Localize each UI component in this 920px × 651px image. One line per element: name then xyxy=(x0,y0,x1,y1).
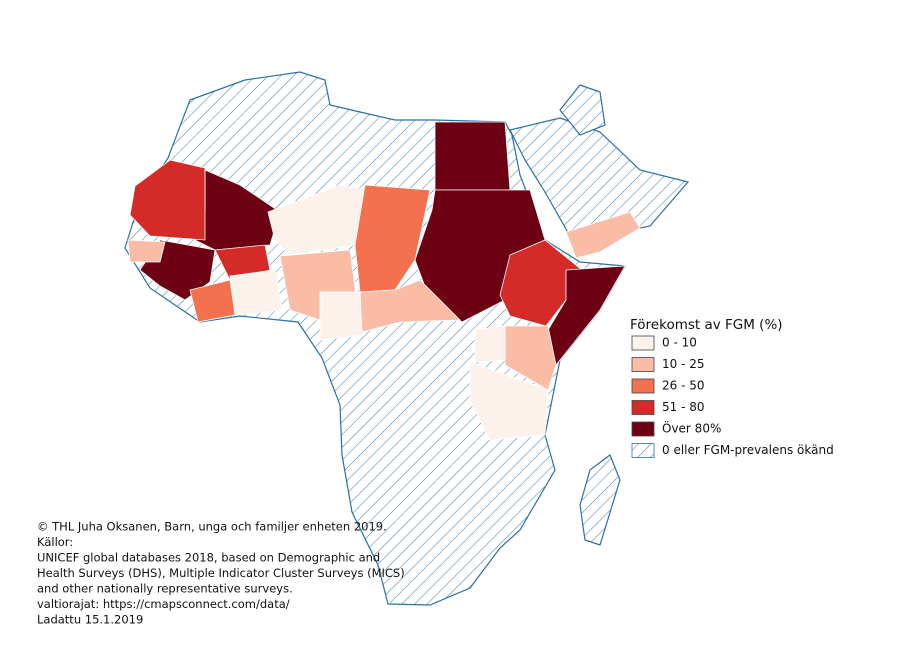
legend-label: 51 - 80 xyxy=(662,400,705,414)
credit-line: © THL Juha Oksanen, Barn, unga och famil… xyxy=(37,520,387,534)
country xyxy=(434,121,511,191)
legend-swatch xyxy=(631,400,655,415)
madagascar xyxy=(579,454,621,546)
legend-label: 0 - 10 xyxy=(662,336,697,350)
iberia-edge xyxy=(559,84,606,136)
legend-swatch xyxy=(631,357,655,372)
legend-label: 26 - 50 xyxy=(662,379,705,393)
legend: Förekomst av FGM (%) 0 - 10 10 - 25 26 - 5… xyxy=(630,317,834,458)
legend-label: Över 80% xyxy=(662,420,721,436)
legend-swatch xyxy=(631,443,655,458)
credits: © THL Juha Oksanen, Barn, unga och famil… xyxy=(37,520,405,627)
legend-title: Förekomst av FGM (%) xyxy=(630,317,783,333)
country xyxy=(469,361,549,441)
credit-line: and other nationally representative surv… xyxy=(37,582,293,596)
country xyxy=(214,244,271,281)
country xyxy=(565,211,641,259)
credit-line: UNICEF global databases 2018, based on D… xyxy=(37,551,380,565)
country xyxy=(319,291,363,341)
legend-swatch xyxy=(631,421,655,437)
legend-label: 10 - 25 xyxy=(662,357,705,371)
country xyxy=(229,269,283,316)
credit-line: Ladattu 15.1.2019 xyxy=(37,613,143,627)
country xyxy=(414,189,546,323)
country xyxy=(127,239,166,263)
country xyxy=(499,239,583,327)
legend-swatch xyxy=(631,335,655,351)
country xyxy=(129,159,206,241)
legend-swatch xyxy=(631,378,655,394)
credit-line: Health Surveys (DHS), Multiple Indicator… xyxy=(37,566,405,580)
country xyxy=(474,325,506,363)
legend-label: 0 eller FGM-prevalens ökänd xyxy=(662,443,834,457)
credit-line: Källor: xyxy=(37,535,73,549)
map xyxy=(124,71,690,606)
credit-line: valtiorajat: https://cmapsconnect.com/da… xyxy=(37,597,290,611)
